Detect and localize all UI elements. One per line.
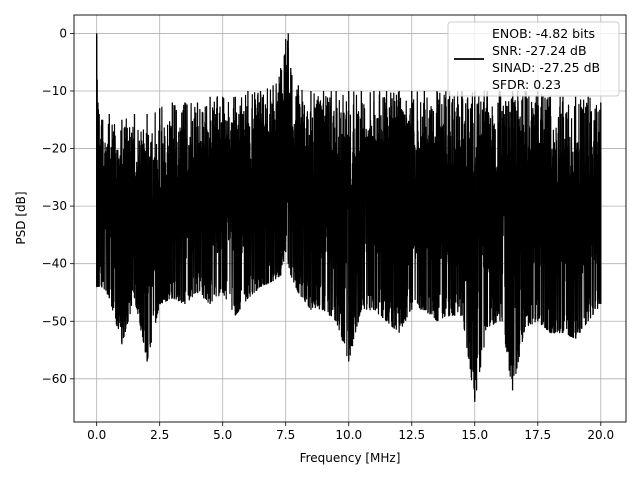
y-axis: 0 −10 −20 −30 −40 −50 −60: [42, 26, 74, 386]
x-tick-label: 10.0: [335, 428, 362, 442]
y-tick-label: −60: [42, 372, 67, 386]
x-tick-label: 0.0: [87, 428, 106, 442]
y-tick-label: 0: [59, 26, 67, 40]
plot-frame: [73, 14, 627, 423]
x-axis: 0.0 2.5 5.0 7.5 10.0 12.5 15.0 17.5 20.0: [87, 422, 614, 442]
y-axis-label: PSD [dB]: [14, 191, 28, 244]
x-tick-label: 7.5: [276, 428, 295, 442]
x-tick-label: 20.0: [587, 428, 614, 442]
y-tick-label: −40: [42, 257, 67, 271]
psd-series: [96, 33, 602, 402]
y-tick-label: −20: [42, 142, 67, 156]
x-tick-label: 2.5: [150, 428, 169, 442]
x-tick-label: 12.5: [398, 428, 425, 442]
x-tick-label: 17.5: [524, 428, 551, 442]
y-tick-label: −30: [42, 199, 67, 213]
legend-enob: ENOB: -4.82 bits: [492, 26, 595, 41]
legend-sinad: SINAD: -27.25 dB: [492, 60, 600, 75]
y-tick-label: −10: [42, 84, 67, 98]
legend: ENOB: -4.82 bits SNR: -27.24 dB SINAD: -…: [447, 21, 620, 97]
x-tick-label: 15.0: [461, 428, 488, 442]
legend-snr: SNR: -27.24 dB: [492, 43, 587, 58]
y-tick-label: −50: [42, 314, 67, 328]
x-axis-label: Frequency [MHz]: [300, 451, 401, 465]
legend-sfdr: SFDR: 0.23: [492, 77, 561, 92]
x-tick-label: 5.0: [213, 428, 232, 442]
legend-box: [447, 21, 620, 97]
